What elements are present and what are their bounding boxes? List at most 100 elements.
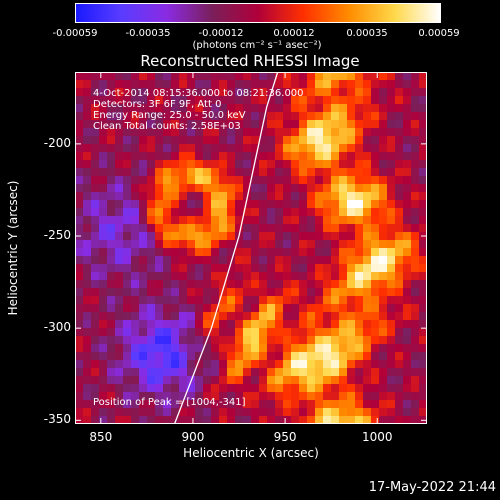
- heatmap-cell: [371, 216, 380, 225]
- heatmap-cell: [267, 192, 276, 201]
- heatmap-cell: [83, 120, 92, 129]
- heatmap-cell: [307, 320, 316, 329]
- heatmap-cell: [75, 136, 84, 145]
- heatmap-cell: [347, 208, 356, 217]
- heatmap-cell: [379, 264, 388, 273]
- heatmap-cell: [291, 288, 300, 297]
- colorbar-tick: 0.00012: [273, 28, 315, 39]
- heatmap-cell: [275, 128, 284, 137]
- heatmap-cell: [371, 344, 380, 353]
- heatmap-cell: [347, 72, 356, 81]
- heatmap-cell: [219, 192, 228, 201]
- heatmap-cell: [139, 112, 148, 121]
- heatmap-cell: [267, 248, 276, 257]
- heatmap-cell: [259, 192, 268, 201]
- heatmap-cell: [139, 152, 148, 161]
- heatmap-cell: [355, 248, 364, 257]
- heatmap-cell: [419, 120, 427, 129]
- heatmap-cell: [323, 344, 332, 353]
- heatmap-cell: [107, 216, 116, 225]
- heatmap-cell: [371, 224, 380, 233]
- heatmap-cell: [323, 144, 332, 153]
- heatmap-cell: [203, 120, 212, 129]
- solar-limb-curve: [173, 72, 279, 424]
- heatmap-cell: [387, 360, 396, 369]
- heatmap-cell: [235, 368, 244, 377]
- heatmap-cell: [91, 104, 100, 113]
- heatmap-cell: [155, 176, 164, 185]
- heatmap-cell: [323, 384, 332, 393]
- heatmap-cell: [195, 200, 204, 209]
- heatmap-cell: [131, 296, 140, 305]
- heatmap-cell: [107, 176, 116, 185]
- heatmap-cell: [107, 224, 116, 233]
- heatmap-cell: [323, 248, 332, 257]
- heatmap-cell: [331, 264, 340, 273]
- heatmap-cell: [155, 264, 164, 273]
- heatmap-cell: [403, 328, 412, 337]
- heatmap-cell: [83, 368, 92, 377]
- heatmap-cell: [219, 400, 228, 409]
- heatmap-cell: [267, 288, 276, 297]
- heatmap-cell: [195, 280, 204, 289]
- heatmap-cell: [395, 144, 404, 153]
- heatmap-cell: [331, 296, 340, 305]
- heatmap-cell: [387, 352, 396, 361]
- heatmap-cell: [339, 176, 348, 185]
- heatmap-cell: [299, 176, 308, 185]
- heatmap-cell: [203, 296, 212, 305]
- heatmap-cell: [235, 160, 244, 169]
- heatmap-cell: [147, 160, 156, 169]
- heatmap-cell: [83, 352, 92, 361]
- heatmap-cell: [411, 416, 420, 424]
- heatmap-cell: [411, 136, 420, 145]
- heatmap-cell: [155, 416, 164, 424]
- heatmap-cell: [339, 368, 348, 377]
- heatmap-cell: [163, 128, 172, 137]
- heatmap-cell: [83, 104, 92, 113]
- heatmap-cell: [131, 72, 140, 81]
- heatmap-cell: [307, 152, 316, 161]
- heatmap-cell: [411, 104, 420, 113]
- heatmap-cell: [115, 104, 124, 113]
- heatmap-cell: [331, 248, 340, 257]
- heatmap-cell: [339, 248, 348, 257]
- heatmap-cell: [219, 136, 228, 145]
- heatmap-cell: [371, 192, 380, 201]
- heatmap-cell: [243, 408, 252, 417]
- heatmap-cell: [403, 192, 412, 201]
- heatmap-cell: [131, 248, 140, 257]
- heatmap-cell: [323, 416, 332, 424]
- heatmap-cell: [355, 200, 364, 209]
- heatmap-cell: [171, 320, 180, 329]
- heatmap-cell: [163, 96, 172, 105]
- heatmap-cell: [219, 296, 228, 305]
- heatmap-cell: [275, 248, 284, 257]
- heatmap-cell: [403, 400, 412, 409]
- heatmap-cell: [211, 408, 220, 417]
- heatmap-cell: [387, 160, 396, 169]
- heatmap-cell: [395, 136, 404, 145]
- heatmap-cell: [323, 128, 332, 137]
- heatmap-cell: [299, 200, 308, 209]
- heatmap-cell: [147, 96, 156, 105]
- heatmap-cell: [219, 144, 228, 153]
- heatmap-cell: [283, 80, 292, 89]
- heatmap-cell: [387, 320, 396, 329]
- heatmap-cell: [411, 128, 420, 137]
- heatmap-cell: [267, 392, 276, 401]
- heatmap-cell: [403, 128, 412, 137]
- heatmap-cell: [195, 320, 204, 329]
- heatmap-cell: [363, 200, 372, 209]
- heatmap-cell: [203, 128, 212, 137]
- heatmap-cell: [107, 360, 116, 369]
- heatmap-cell: [235, 88, 244, 97]
- heatmap-cell: [347, 320, 356, 329]
- heatmap-cell: [187, 128, 196, 137]
- heatmap-cell: [171, 112, 180, 121]
- heatmap-cell: [243, 328, 252, 337]
- heatmap-cell: [307, 328, 316, 337]
- heatmap-cell: [227, 344, 236, 353]
- heatmap-cell: [139, 248, 148, 257]
- heatmap-cell: [123, 240, 132, 249]
